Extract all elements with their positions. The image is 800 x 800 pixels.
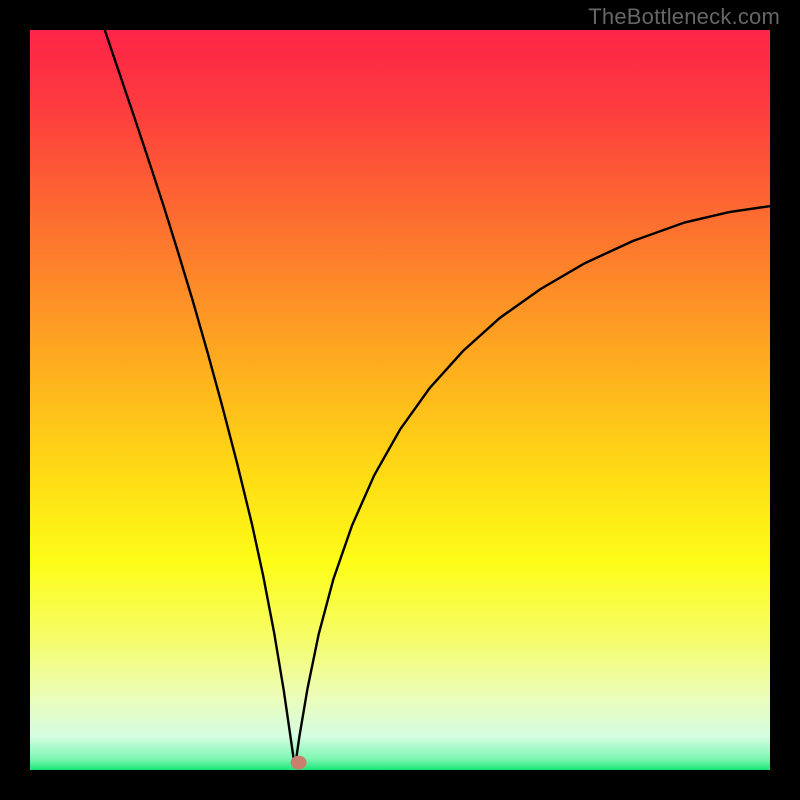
- bottleneck-chart: [0, 0, 800, 800]
- watermark-text: TheBottleneck.com: [588, 4, 780, 30]
- optimal-point-marker: [291, 756, 307, 770]
